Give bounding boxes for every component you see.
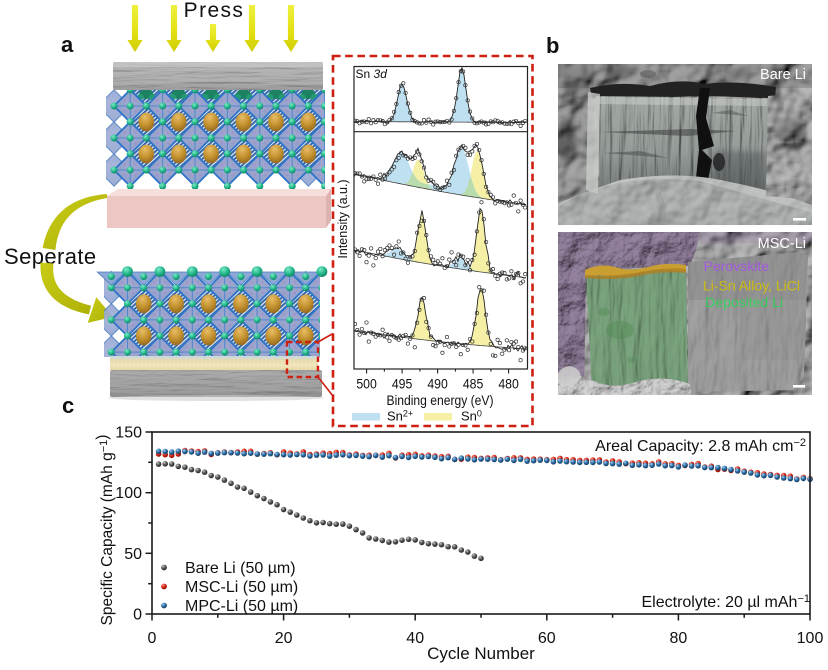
svg-text:Areal Capacity: 2.8 mAh cm−2: Areal Capacity: 2.8 mAh cm−2: [595, 437, 806, 455]
svg-text:b: b: [546, 33, 559, 58]
svg-text:100: 100: [797, 630, 824, 647]
svg-text:Intensity (a.u.): Intensity (a.u.): [336, 179, 350, 258]
svg-text:480: 480: [498, 377, 519, 392]
svg-text:c: c: [62, 393, 74, 418]
svg-text:Li-Sn Alloy, LiCl: Li-Sn Alloy, LiCl: [703, 278, 800, 294]
svg-text:Sn 3d: Sn 3d: [356, 67, 388, 81]
svg-text:Electrolyte: 20 µl mAh−1: Electrolyte: 20 µl mAh−1: [642, 593, 811, 611]
svg-text:60: 60: [538, 630, 556, 647]
svg-text:MPC-Li (50 µm): MPC-Li (50 µm): [185, 598, 298, 615]
svg-text:495: 495: [392, 377, 413, 392]
svg-text:150: 150: [115, 425, 142, 442]
svg-text:80: 80: [670, 630, 688, 647]
svg-text:100: 100: [115, 485, 142, 502]
svg-text:Bare Li (50 µm): Bare Li (50 µm): [185, 560, 296, 577]
svg-text:Binding energy (eV): Binding energy (eV): [387, 393, 494, 408]
svg-text:Perovskite: Perovskite: [704, 258, 770, 274]
svg-text:50: 50: [124, 546, 142, 563]
svg-text:500: 500: [356, 377, 377, 392]
svg-text:Cycle Number: Cycle Number: [427, 644, 535, 663]
svg-text:MSC-Li: MSC-Li: [758, 236, 806, 252]
svg-text:a: a: [61, 32, 74, 57]
svg-text:Specific Capacity (mAh g−1): Specific Capacity (mAh g−1): [94, 435, 116, 626]
svg-text:Sn0: Sn0: [461, 409, 482, 424]
svg-text:40: 40: [406, 630, 424, 647]
svg-text:MSC-Li (50 µm): MSC-Li (50 µm): [185, 579, 298, 596]
svg-text:0: 0: [148, 630, 157, 647]
svg-text:Sn2+: Sn2+: [387, 409, 413, 424]
svg-text:485: 485: [463, 377, 484, 392]
svg-text:Press: Press: [184, 0, 245, 22]
svg-text:Bare Li: Bare Li: [760, 67, 806, 83]
svg-text:0: 0: [133, 607, 142, 624]
svg-text:Deposited Li: Deposited Li: [705, 294, 783, 310]
svg-text:490: 490: [427, 377, 448, 392]
svg-text:20: 20: [275, 630, 293, 647]
